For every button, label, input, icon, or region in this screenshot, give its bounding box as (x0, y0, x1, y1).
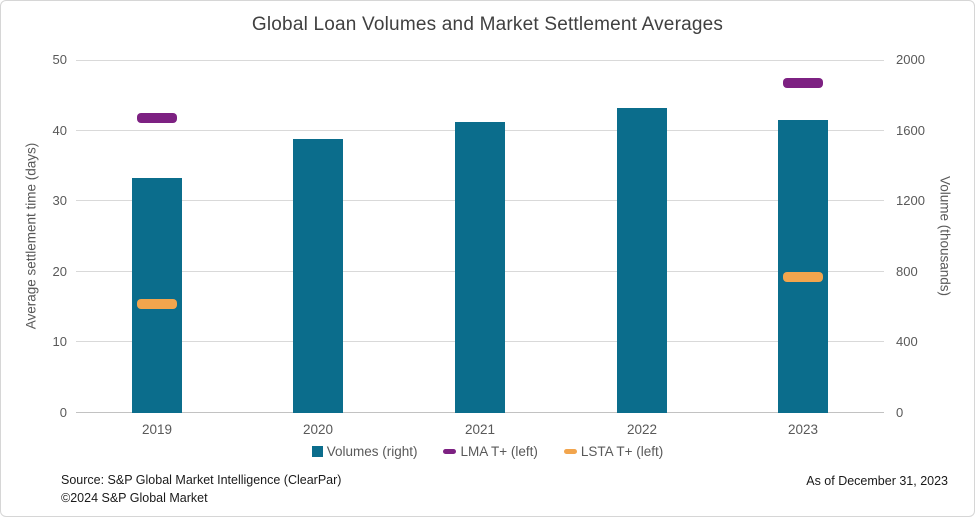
source-note: Source: S&P Global Market Intelligence (… (61, 471, 341, 507)
volume-bar-2019 (132, 178, 182, 413)
legend: Volumes (right) LMA T+ (left) LSTA T+ (l… (1, 444, 974, 459)
lsta-legend-swatch-icon (563, 449, 577, 454)
volume-bar-2022 (617, 108, 667, 413)
left-axis-tick-20: 20 (52, 264, 67, 279)
plot-area (76, 60, 884, 413)
right-axis-tick-0: 0 (896, 405, 904, 420)
chart-title: Global Loan Volumes and Market Settlemen… (251, 14, 724, 35)
right-axis-tick-1200: 1200 (896, 193, 925, 208)
x-axis-label-2022: 2022 (626, 422, 658, 437)
lsta-marker-2023 (783, 272, 823, 282)
lsta-marker-2019 (137, 299, 177, 309)
legend-label-lsta: LSTA T+ (left) (580, 444, 664, 459)
source-line-1: Source: S&P Global Market Intelligence (… (61, 473, 342, 487)
left-axis-tick-50: 50 (52, 52, 67, 67)
right-axis-tick-2000: 2000 (896, 52, 925, 67)
x-axis-label-2023: 2023 (787, 422, 819, 437)
legend-item-lma: LMA T+ (left) (443, 444, 538, 459)
volume-bar-2023 (778, 120, 828, 413)
left-axis-tick-40: 40 (52, 123, 67, 138)
right-axis-tick-1600: 1600 (896, 123, 925, 138)
legend-item-volumes: Volumes (right) (311, 444, 418, 459)
left-axis-tick-0: 0 (59, 405, 67, 420)
legend-item-lsta: LSTA T+ (left) (563, 444, 664, 459)
legend-label-lma: LMA T+ (left) (460, 444, 538, 459)
left-axis-tick-10: 10 (52, 334, 67, 349)
source-line-2: ©2024 S&P Global Market (61, 491, 208, 505)
lma-legend-swatch-icon (443, 449, 457, 454)
lma-marker-2023 (783, 78, 823, 88)
volumes-legend-swatch-icon (311, 446, 323, 457)
as-of-date: As of December 31, 2023 (806, 474, 948, 488)
x-axis-label-2021: 2021 (464, 422, 496, 437)
left-axis-tick-30: 30 (52, 193, 67, 208)
volume-bar-2020 (293, 139, 343, 413)
x-axis-label-2020: 2020 (302, 422, 334, 437)
right-axis-tick-400: 400 (896, 334, 918, 349)
legend-label-volumes: Volumes (right) (326, 444, 418, 459)
gridline-50 (76, 60, 884, 61)
volume-bar-2021 (455, 122, 505, 413)
left-axis-title: Average settlement time (days) (23, 142, 39, 330)
x-axis-label-2019: 2019 (141, 422, 173, 437)
lma-marker-2019 (137, 113, 177, 123)
right-axis-tick-800: 800 (896, 264, 918, 279)
